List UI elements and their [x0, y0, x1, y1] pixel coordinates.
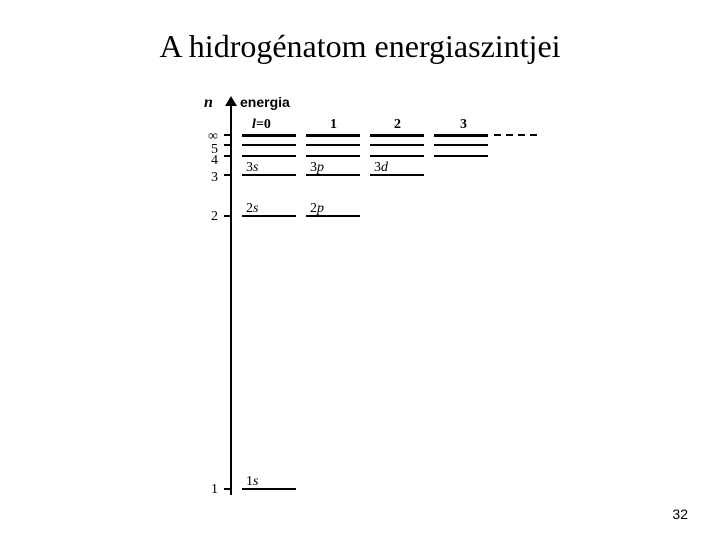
level-line	[370, 144, 424, 146]
arrowhead-icon	[225, 96, 237, 106]
level-line	[242, 155, 296, 157]
level-line	[370, 155, 424, 157]
l-header-3: 3	[460, 117, 467, 133]
y-axis	[230, 100, 232, 495]
n-label-3: 3	[198, 170, 218, 186]
tick	[224, 488, 230, 490]
level-line	[434, 144, 488, 146]
level-line	[434, 155, 488, 157]
axis-label-n: n	[204, 94, 213, 112]
level-line	[370, 134, 424, 137]
energy-level-diagram: n energia l=0123∞5433s3p3d22s2p11s	[180, 100, 560, 495]
l-header-0: l=0	[252, 117, 271, 133]
page-number: 32	[672, 506, 688, 522]
tick	[224, 174, 230, 176]
level-line	[434, 134, 488, 137]
orbital-label-1s: 1s	[246, 474, 258, 490]
tick	[224, 155, 230, 157]
level-line	[242, 134, 296, 137]
tick	[224, 215, 230, 217]
orbital-label-2s: 2s	[246, 201, 258, 217]
level-line	[242, 144, 296, 146]
tick	[224, 144, 230, 146]
level-line	[306, 134, 360, 137]
page-title: A hidrogénatom energiaszintjei	[0, 28, 720, 65]
axis-label-energia: energia	[240, 94, 290, 110]
level-line	[306, 144, 360, 146]
tick	[224, 134, 230, 136]
n-label-2: 2	[198, 209, 218, 225]
n-label-4: 4	[198, 153, 218, 169]
orbital-label-3s: 3s	[246, 160, 258, 176]
level-line	[306, 155, 360, 157]
orbital-label-2p: 2p	[310, 201, 324, 217]
l-header-2: 2	[394, 117, 401, 133]
n-label-1: 1	[198, 482, 218, 498]
orbital-label-3d: 3d	[374, 160, 388, 176]
orbital-label-3p: 3p	[310, 160, 324, 176]
l-header-1: 1	[330, 117, 337, 133]
